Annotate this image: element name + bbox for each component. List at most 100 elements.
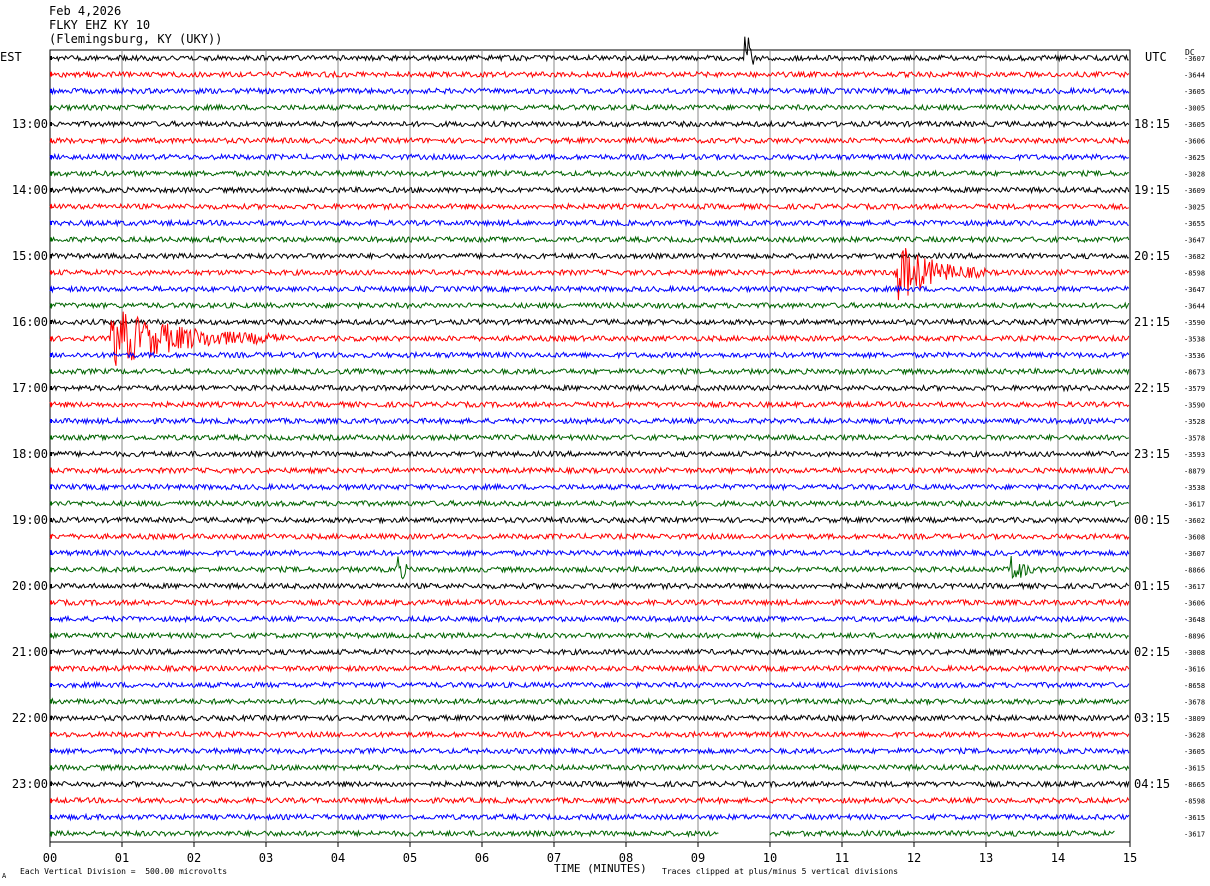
- trace-21: [49, 400, 1130, 409]
- trace-12: [49, 251, 1129, 261]
- trace-22: [49, 416, 1130, 426]
- trace-start-marker: [50, 485, 52, 489]
- trace-start-marker: [50, 56, 52, 60]
- trace-36: [49, 647, 1130, 657]
- header-location: (Flemingsburg, KY (UKY)): [49, 32, 223, 46]
- trace-5: [49, 136, 1130, 145]
- trace-start-marker: [50, 501, 52, 506]
- row-offset-label: -3538: [1184, 336, 1205, 344]
- row-offset-label: -3606: [1184, 600, 1205, 608]
- row-offset-label: -3682: [1184, 253, 1205, 261]
- trace-start-marker: [50, 122, 52, 126]
- timezone-left-label: EST: [0, 50, 22, 64]
- row-offset-label: -3644: [1184, 72, 1205, 80]
- trace-40: [49, 713, 1130, 723]
- row-offset-label: -3605: [1184, 748, 1205, 756]
- trace-start-marker: [50, 221, 52, 225]
- left-hour-label: 15:00: [12, 249, 48, 263]
- row-offset-label: -8879: [1184, 468, 1205, 476]
- row-offset-label: -3579: [1184, 385, 1205, 393]
- row-offset-label: -3617: [1184, 583, 1205, 591]
- trace-start-marker: [50, 287, 52, 291]
- row-offset-label: -3590: [1184, 319, 1205, 327]
- row-offset-label: -3590: [1184, 402, 1205, 410]
- row-offset-label: -3655: [1184, 220, 1205, 228]
- trace-16: [49, 317, 1130, 327]
- right-hour-label: 19:15: [1134, 183, 1170, 197]
- left-hour-label: 14:00: [12, 183, 48, 197]
- trace-start-marker: [50, 402, 52, 407]
- x-tick-label: 03: [259, 851, 273, 865]
- row-offset-label: -3605: [1184, 88, 1205, 96]
- trace-29: [49, 532, 1130, 541]
- x-axis-title: TIME (MINUTES): [554, 862, 647, 875]
- x-tick-label: 13: [979, 851, 993, 865]
- row-offset-label: -3602: [1184, 517, 1205, 525]
- trace-23: [49, 433, 1130, 442]
- row-offset-label: -3025: [1184, 204, 1205, 212]
- row-offset-label: -3608: [1184, 534, 1205, 542]
- plot-frame: [49, 49, 1131, 843]
- trace-33: [49, 598, 1130, 608]
- row-offset-label: -8598: [1184, 270, 1205, 278]
- trace-20: [49, 383, 1130, 393]
- trace-3: [49, 103, 1130, 112]
- trace-start-marker: [50, 303, 52, 308]
- row-offset-label: -3607: [1184, 550, 1205, 558]
- trace-start-marker: [50, 633, 52, 638]
- row-offset-label: -3617: [1184, 501, 1205, 509]
- trace-35: [49, 631, 1129, 640]
- x-tick-label: 05: [403, 851, 417, 865]
- trace-10: [49, 218, 1129, 228]
- trace-14: [49, 284, 1130, 294]
- trace-31: [49, 555, 1130, 580]
- trace-43: [49, 763, 1130, 772]
- trace-start-marker: [50, 270, 52, 275]
- row-offset-label: -3617: [1184, 831, 1205, 839]
- row-offset-label: -3625: [1184, 154, 1205, 162]
- trace-start-marker: [50, 798, 52, 803]
- row-offset-label: -3005: [1184, 105, 1205, 113]
- trace-start-marker: [50, 683, 52, 687]
- right-hour-label: 01:15: [1134, 579, 1170, 593]
- row-offset-label: -8658: [1184, 682, 1205, 690]
- trace-start-marker: [50, 831, 52, 836]
- trace-15: [49, 301, 1130, 310]
- row-offset-label: -8896: [1184, 633, 1205, 641]
- trace-42: [49, 746, 1130, 756]
- trace-18: [49, 350, 1130, 360]
- trace-start-marker: [50, 452, 52, 456]
- left-hour-label: 21:00: [12, 645, 48, 659]
- trace-start-marker: [50, 336, 52, 341]
- trace-start-marker: [50, 320, 52, 324]
- row-offset-label: -3628: [1184, 732, 1205, 740]
- x-tick-label: 15: [1123, 851, 1137, 865]
- right-hour-label: 21:15: [1134, 315, 1170, 329]
- row-offset-label: -3616: [1184, 666, 1205, 674]
- footer-mark: A: [2, 872, 7, 880]
- trace-27: [49, 499, 1130, 508]
- x-tick-label: 12: [907, 851, 921, 865]
- trace-4: [49, 119, 1130, 129]
- right-hour-label: 18:15: [1134, 117, 1170, 131]
- trace-start-marker: [50, 666, 52, 671]
- left-hour-label: 16:00: [12, 315, 48, 329]
- trace-32: [49, 581, 1130, 591]
- right-hour-label: 04:15: [1134, 777, 1170, 791]
- trace-start-marker: [50, 468, 52, 473]
- trace-30: [49, 548, 1130, 558]
- row-offset-label: -3644: [1184, 303, 1205, 311]
- row-offset-label: -8598: [1184, 798, 1205, 806]
- row-offset-label: -3678: [1184, 699, 1205, 707]
- x-tick-label: 10: [763, 851, 777, 865]
- trace-39: [49, 697, 1130, 707]
- trace-44: [49, 779, 1130, 789]
- trace-13: [49, 248, 1130, 301]
- trace-start-marker: [50, 600, 52, 605]
- x-tick-label: 01: [115, 851, 129, 865]
- timezone-right-label: UTC: [1145, 50, 1167, 64]
- trace-start-marker: [50, 551, 52, 555]
- trace-6: [49, 152, 1130, 162]
- row-offset-label: -8665: [1184, 781, 1205, 789]
- trace-1: [49, 70, 1130, 79]
